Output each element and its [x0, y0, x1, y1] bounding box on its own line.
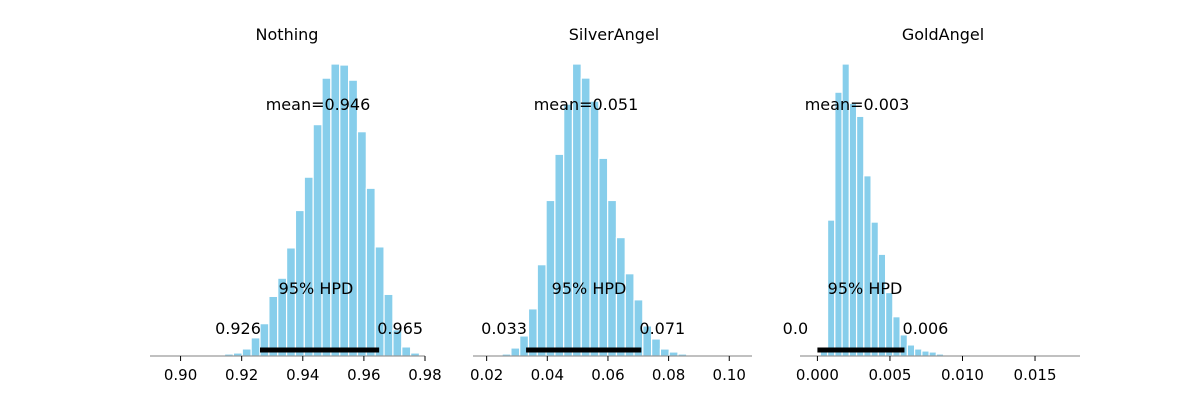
histogram-bar [374, 246, 385, 357]
panel-goldangel: GoldAngel 0.000 0.005 0.010 0.015 mean=0.00… [783, 25, 1080, 384]
histogram-bar [536, 264, 547, 357]
histogram-bar [877, 253, 887, 357]
hpd-low-label: 0.0 [783, 319, 808, 338]
histogram-bar [348, 79, 359, 357]
panel-title: Nothing [256, 25, 319, 44]
hpd-high-label: 0.071 [639, 319, 685, 338]
x-tick-label: 0.015 [1014, 366, 1057, 384]
panel-title: SilverAngel [569, 25, 659, 44]
histogram-bar [906, 344, 916, 357]
hpd-high-label: 0.006 [903, 319, 949, 338]
hpd-label: 95% HPD [552, 279, 627, 298]
hpd-label: 95% HPD [279, 279, 354, 298]
bars-group [215, 63, 429, 357]
mean-label: mean=0.946 [266, 95, 371, 114]
bars-group [819, 63, 952, 357]
histogram-bar [589, 100, 600, 357]
x-tick-label: 0.06 [591, 366, 624, 384]
x-ticks-group: 0.90 0.92 0.94 0.96 0.98 [164, 356, 442, 384]
hpd-high-label: 0.965 [377, 319, 423, 338]
mean-label: mean=0.051 [534, 95, 639, 114]
histogram-bar [356, 131, 367, 357]
histogram-bar [321, 77, 332, 357]
histogram-bar [863, 175, 872, 357]
histogram-bar [510, 347, 521, 357]
x-tick-label: 0.005 [868, 366, 911, 384]
x-tick-label: 0.10 [713, 366, 746, 384]
histogram-bar [250, 337, 261, 357]
histogram-bar [624, 273, 635, 357]
panel-silverangel: SilverAngel 0.02 0.04 0.06 0.08 0.10 mean=0.… [470, 25, 752, 384]
histogram-bar [563, 103, 574, 357]
hpd-low-label: 0.033 [481, 319, 527, 338]
histogram-bar [928, 351, 937, 357]
histogram-bar [834, 91, 843, 357]
histogram-bar [921, 350, 930, 357]
x-tick-label: 0.94 [286, 366, 319, 384]
histogram-bar [914, 348, 923, 357]
histogram-bar [848, 102, 858, 357]
histogram-bar [312, 124, 323, 357]
histogram-bar [401, 346, 412, 357]
histogram-bar [884, 291, 894, 357]
x-tick-label: 0.02 [470, 366, 503, 384]
x-tick-label: 0.000 [796, 366, 839, 384]
x-ticks-group: 0.02 0.04 0.06 0.08 0.10 [470, 356, 746, 384]
histogram-bar [365, 187, 376, 357]
histogram-bar [668, 351, 679, 357]
x-ticks-group: 0.000 0.005 0.010 0.015 [796, 356, 1057, 384]
x-tick-label: 0.010 [941, 366, 984, 384]
x-tick-label: 0.92 [225, 366, 258, 384]
histogram-bar [285, 247, 297, 357]
histogram-bar [303, 176, 314, 357]
histogram-bar [519, 335, 530, 357]
panel-title: GoldAngel [902, 25, 984, 44]
histogram-bar [598, 157, 609, 357]
histogram-bar [241, 348, 252, 357]
x-tick-label: 0.90 [164, 366, 197, 384]
x-tick-label: 0.96 [347, 366, 380, 384]
histogram-bar [580, 77, 591, 357]
histogram-bar [855, 115, 865, 357]
hpd-low-label: 0.926 [215, 319, 261, 338]
histogram-bar [651, 338, 662, 357]
x-tick-label: 0.04 [531, 366, 564, 384]
histogram-bar [554, 153, 565, 357]
histogram-bar [659, 348, 670, 357]
histogram-bar [268, 295, 279, 357]
mean-label: mean=0.003 [805, 95, 910, 114]
x-tick-label: 0.08 [652, 366, 685, 384]
x-tick-label: 0.98 [408, 366, 441, 384]
histogram-bar [899, 334, 908, 357]
hpd-label: 95% HPD [828, 279, 903, 298]
panel-nothing: Nothing 0.90 0.92 0.94 0.96 0.98 mean=0.946 … [150, 25, 442, 384]
